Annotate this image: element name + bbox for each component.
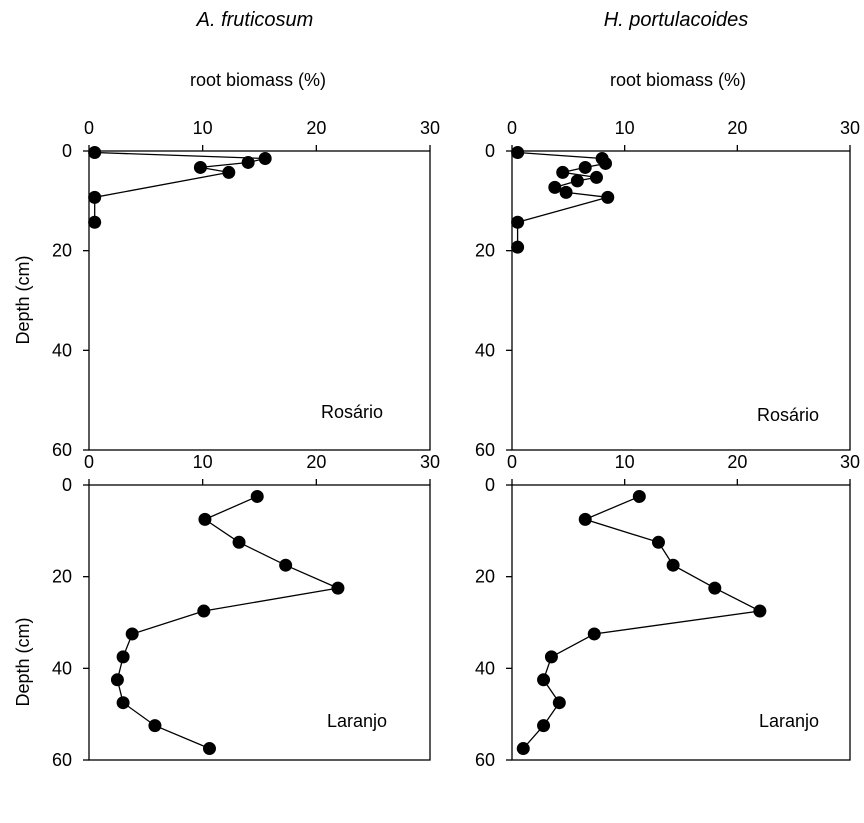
y-tick-label: 60: [52, 750, 72, 770]
series-line: [116, 495, 341, 750]
data-point: [193, 160, 207, 174]
y-tick-label: 60: [475, 440, 495, 460]
y-tick-label: 40: [52, 340, 72, 360]
x-tick-label: 0: [84, 452, 94, 472]
y-tick-label: 20: [475, 241, 495, 261]
x-tick-label: 20: [727, 118, 747, 138]
data-point: [331, 581, 345, 595]
y-tick-label: 20: [52, 241, 72, 261]
data-point: [537, 673, 551, 687]
data-point: [88, 145, 102, 159]
series-line: [94, 151, 266, 223]
y-tick-label: 20: [52, 567, 72, 587]
data-point: [250, 489, 264, 503]
top-axis-label-right: root biomass (%): [610, 70, 746, 90]
data-point: [241, 155, 255, 169]
data-point: [666, 558, 680, 572]
data-point: [708, 581, 722, 595]
x-tick-label: 10: [615, 118, 635, 138]
plot-frame: [88, 484, 431, 761]
data-point: [753, 604, 767, 618]
data-point: [88, 190, 102, 204]
data-point: [578, 160, 592, 174]
column-title-right: H. portulacoides: [604, 9, 749, 31]
x-tick-label: 30: [840, 118, 860, 138]
data-point: [651, 535, 665, 549]
y-tick-label: 0: [485, 141, 495, 161]
x-tick-label: 20: [306, 452, 326, 472]
data-point: [232, 535, 246, 549]
plot-frame: [511, 150, 851, 451]
x-tick-label: 30: [840, 452, 860, 472]
data-point: [202, 742, 216, 756]
top-axis-label-left: root biomass (%): [190, 70, 326, 90]
x-tick-label: 30: [420, 452, 440, 472]
data-point: [110, 673, 124, 687]
plot-frame: [88, 150, 431, 451]
data-point: [570, 174, 584, 188]
y-axis-label-top: Depth (cm): [13, 255, 33, 344]
data-point: [88, 215, 102, 229]
plot-frame: [511, 484, 851, 761]
data-point: [511, 215, 525, 229]
data-point: [125, 627, 139, 641]
data-point: [552, 696, 566, 710]
data-point: [197, 604, 211, 618]
data-point: [148, 719, 162, 733]
data-point: [599, 156, 613, 170]
x-tick-label: 30: [420, 118, 440, 138]
y-tick-label: 20: [475, 567, 495, 587]
data-point: [116, 650, 130, 664]
y-tick-label: 40: [475, 658, 495, 678]
series-line: [522, 495, 763, 749]
column-title-left: A. fruticosum: [196, 9, 314, 31]
site-label: Rosário: [757, 405, 819, 425]
data-point: [537, 719, 551, 733]
x-tick-label: 20: [306, 118, 326, 138]
data-point: [511, 240, 525, 254]
data-point: [601, 190, 615, 204]
data-point: [511, 145, 525, 159]
site-label: Rosário: [321, 402, 383, 422]
data-point: [587, 627, 601, 641]
data-point: [222, 165, 236, 179]
y-tick-label: 60: [475, 750, 495, 770]
data-point: [258, 151, 272, 165]
x-tick-label: 0: [84, 118, 94, 138]
data-point: [590, 170, 603, 184]
data-point: [556, 165, 570, 179]
x-tick-label: 10: [615, 452, 635, 472]
data-point: [548, 180, 562, 194]
data-point: [116, 696, 130, 710]
site-label: Laranjo: [759, 711, 819, 731]
x-tick-label: 10: [193, 118, 213, 138]
panel-a-fruticosum-rosario: 0 10 20 30 0 20 40 60 Rosário: [52, 118, 440, 460]
panel-h-portulacoides-laranjo: 0 10 20 30 0 20 40 60 Laranjo: [475, 452, 860, 770]
y-tick-label: 0: [62, 141, 72, 161]
data-point: [559, 185, 573, 199]
data-point: [578, 512, 592, 526]
data-point: [198, 512, 212, 526]
y-tick-label: 60: [52, 440, 72, 460]
x-tick-label: 0: [507, 118, 517, 138]
x-tick-label: 10: [193, 452, 213, 472]
data-point: [544, 650, 558, 664]
data-point: [516, 742, 530, 756]
y-tick-label: 40: [52, 658, 72, 678]
x-tick-label: 20: [727, 452, 747, 472]
y-tick-label: 0: [485, 475, 495, 495]
data-point: [279, 558, 293, 572]
x-tick-label: 0: [507, 452, 517, 472]
y-axis-label-bottom: Depth (cm): [13, 617, 33, 706]
panel-h-portulacoides-rosario: 0 10 20 30 0 20 40 60 Rosário: [475, 118, 860, 460]
panel-a-fruticosum-laranjo: 0 10 20 30 0 20 40 60 Laranjo: [52, 452, 440, 770]
data-point: [632, 489, 646, 503]
site-label: Laranjo: [327, 711, 387, 731]
y-tick-label: 40: [475, 340, 495, 360]
y-tick-label: 0: [62, 475, 72, 495]
